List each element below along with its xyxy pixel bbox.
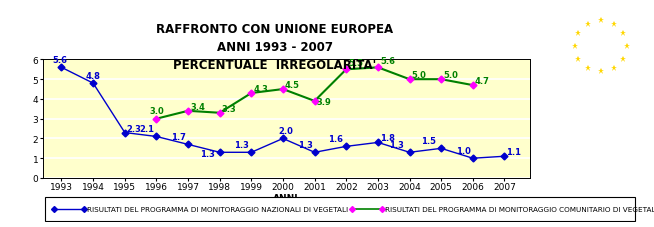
- Text: RISULTATI DEL PROGRAMMA DI MONITORAGGIO NAZIONALI DI VEGETALI: RISULTATI DEL PROGRAMMA DI MONITORAGGIO …: [87, 206, 349, 212]
- Text: 2.3: 2.3: [127, 124, 142, 133]
- Text: 4.3: 4.3: [253, 85, 268, 94]
- FancyBboxPatch shape: [46, 197, 634, 221]
- Text: 2.0: 2.0: [279, 126, 294, 135]
- Text: 2.1: 2.1: [139, 124, 154, 133]
- Text: 1.1: 1.1: [506, 148, 521, 157]
- Text: 5.6: 5.6: [380, 57, 395, 66]
- Text: 4.7: 4.7: [475, 77, 490, 86]
- Text: 3.9: 3.9: [317, 97, 332, 106]
- Text: 4.8: 4.8: [86, 71, 101, 80]
- Text: 1.3: 1.3: [389, 140, 404, 149]
- Text: 3.3: 3.3: [222, 104, 237, 113]
- Text: 1.3: 1.3: [234, 140, 249, 149]
- Text: 1.5: 1.5: [421, 136, 436, 145]
- Text: 4.5: 4.5: [285, 81, 300, 90]
- Text: 5.0: 5.0: [443, 71, 458, 80]
- Text: 1.0: 1.0: [456, 146, 471, 155]
- Text: RISULTATI DEL PROGRAMMA DI MONITORAGGIO COMUNITARIO DI VEGETALI: RISULTATI DEL PROGRAMMA DI MONITORAGGIO …: [385, 206, 654, 212]
- Text: 5.5: 5.5: [348, 59, 363, 68]
- X-axis label: ANNI: ANNI: [273, 193, 299, 202]
- Text: 3.4: 3.4: [190, 102, 205, 111]
- Text: 1.8: 1.8: [380, 134, 395, 143]
- Text: 1.7: 1.7: [171, 132, 186, 141]
- Text: 1.3: 1.3: [199, 149, 215, 158]
- Text: RAFFRONTO CON UNIONE EUROPEA
ANNI 1993 - 2007
PERCENTUALE  IRREGOLARITA': RAFFRONTO CON UNIONE EUROPEA ANNI 1993 -…: [156, 23, 393, 72]
- Text: 3.0: 3.0: [149, 107, 164, 116]
- Text: 5.6: 5.6: [52, 56, 67, 64]
- Text: 1.3: 1.3: [298, 140, 313, 149]
- Text: 1.6: 1.6: [328, 134, 343, 143]
- Text: 5.0: 5.0: [411, 71, 426, 80]
